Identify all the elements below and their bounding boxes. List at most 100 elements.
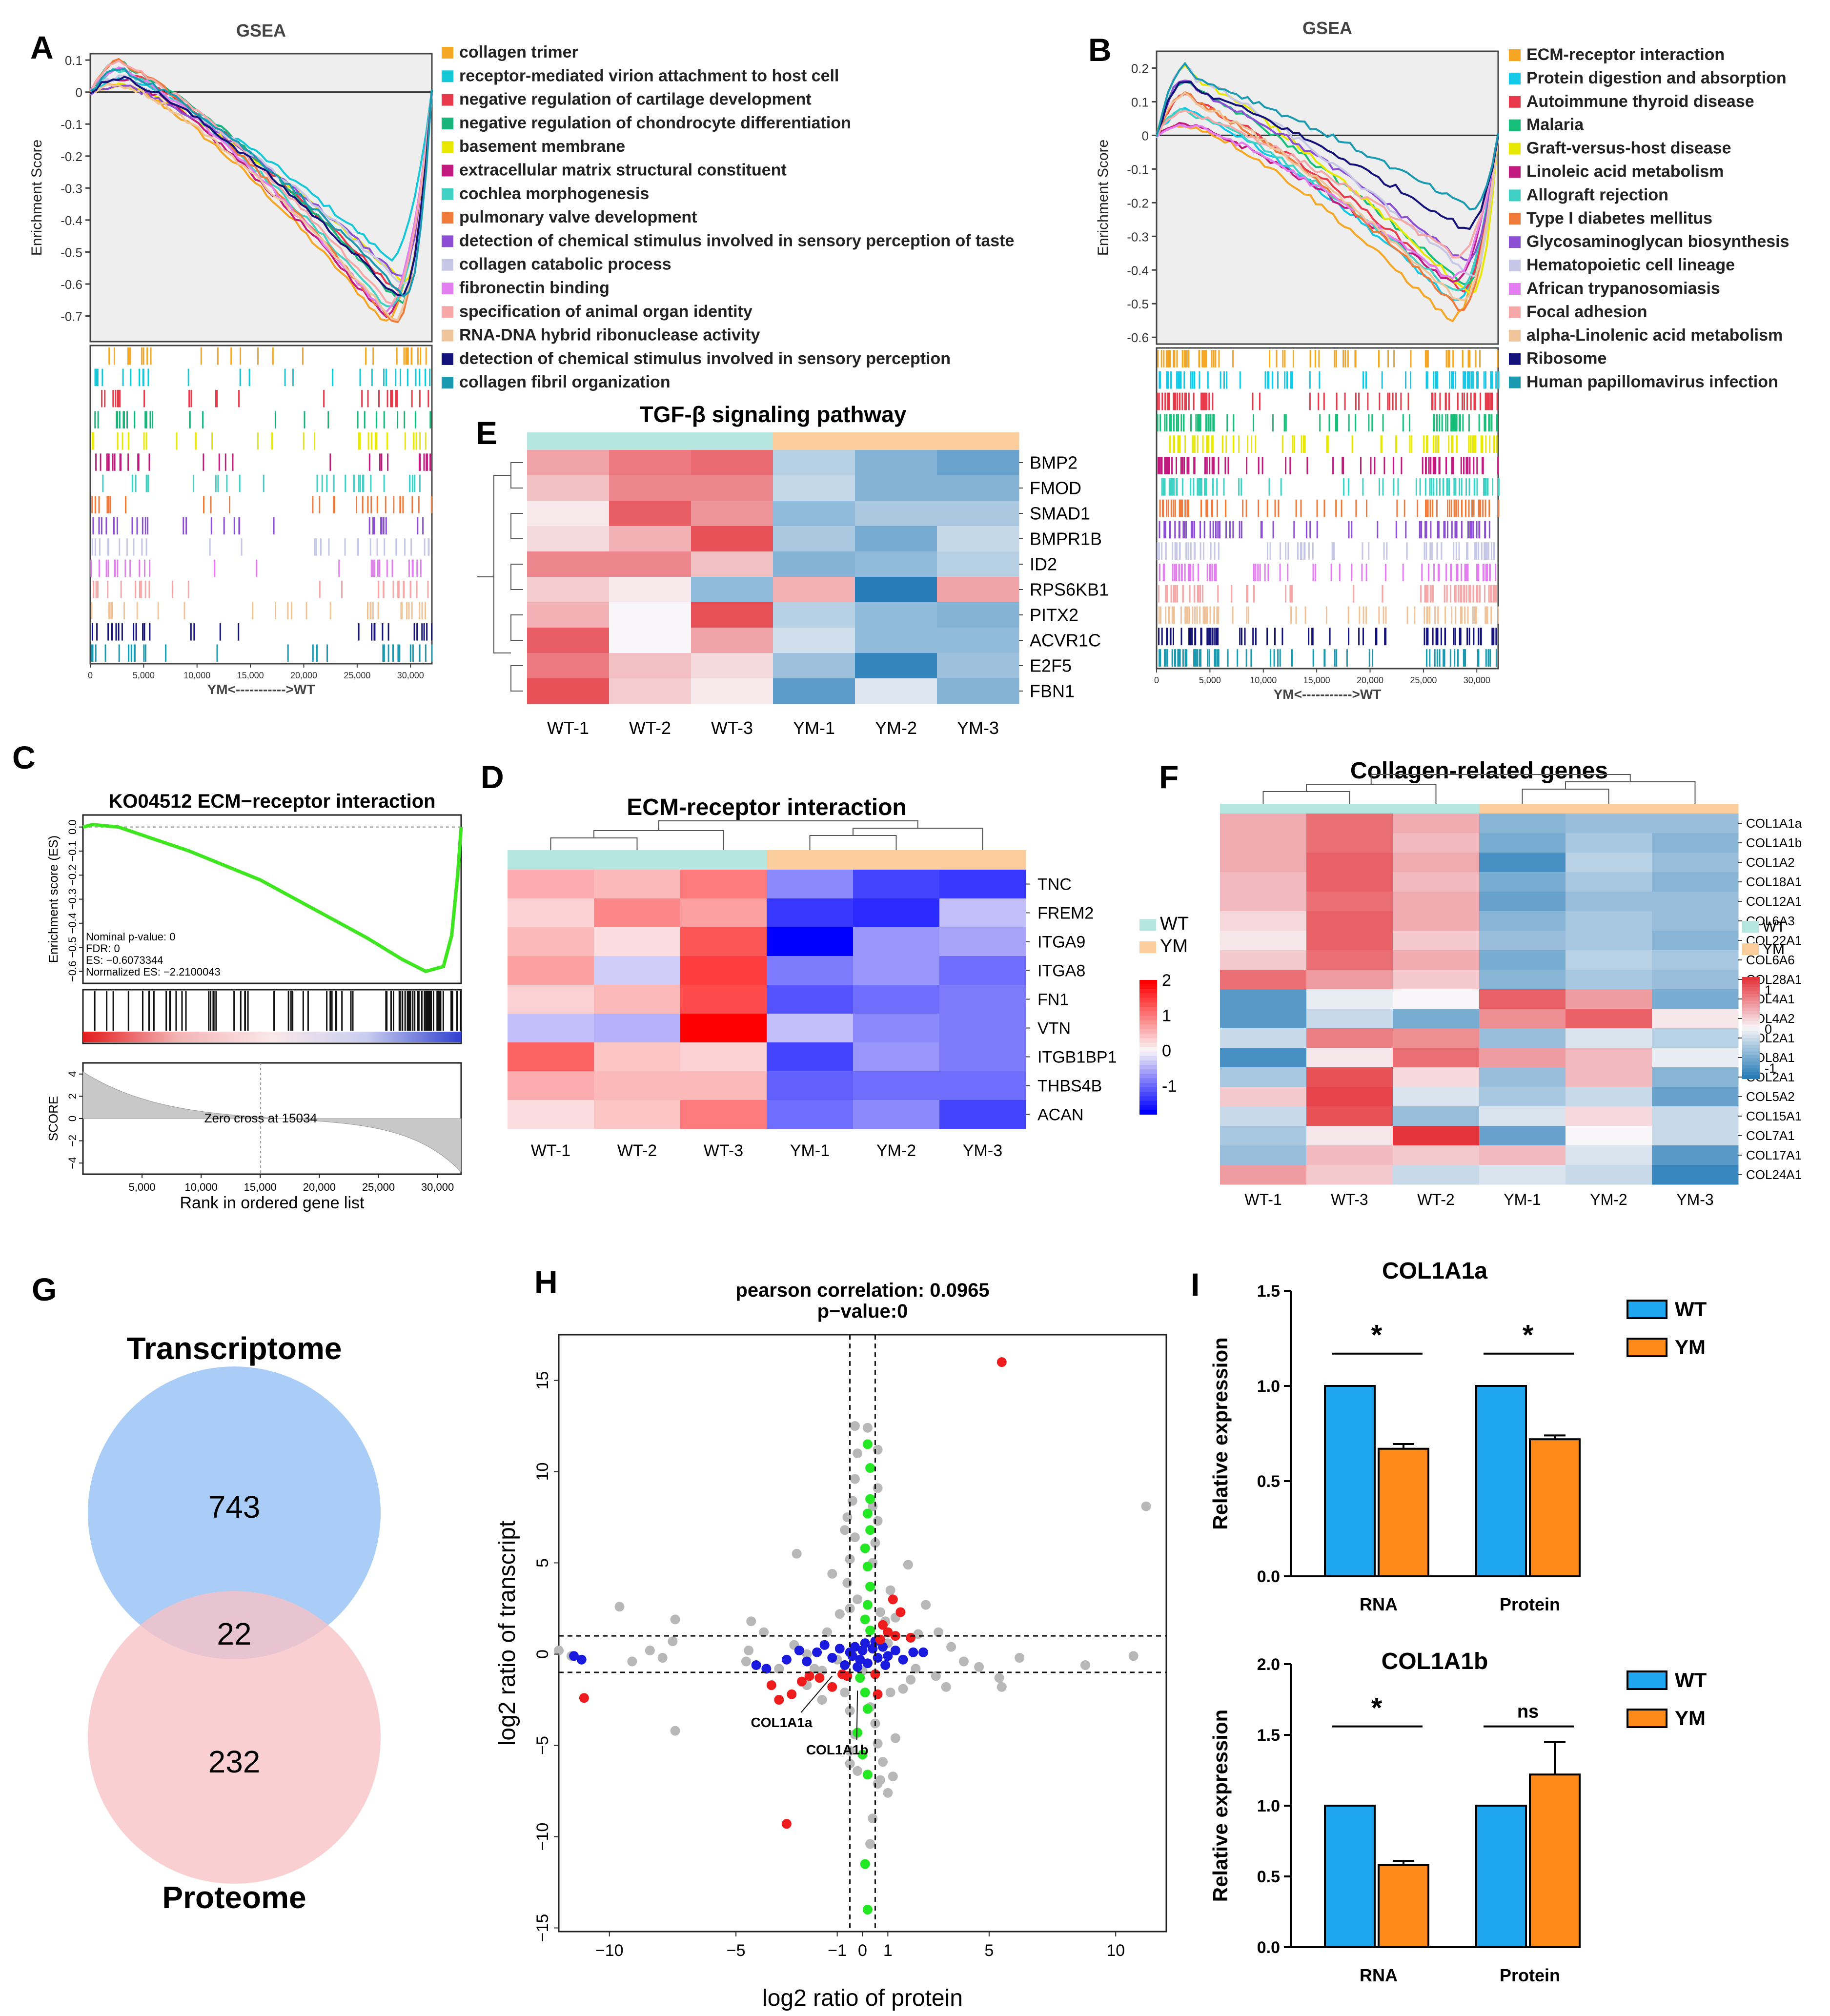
hit-line bbox=[1214, 542, 1216, 560]
hit-line bbox=[1232, 435, 1234, 453]
hit-line bbox=[1467, 371, 1469, 389]
scatter-point-grey bbox=[1015, 1653, 1025, 1663]
hit-line bbox=[1460, 457, 1462, 474]
hit-line bbox=[1226, 371, 1228, 389]
hit-line bbox=[372, 347, 374, 365]
hit-line bbox=[187, 581, 189, 598]
hit-line bbox=[1493, 628, 1495, 646]
heatmap-cell bbox=[939, 927, 1026, 957]
legend-label-4: Malaria bbox=[1526, 116, 1584, 134]
hit-line bbox=[238, 517, 240, 535]
hit-line bbox=[386, 389, 388, 407]
colorbar-step bbox=[1742, 1048, 1760, 1052]
hit-line bbox=[405, 347, 407, 365]
hit-line bbox=[1468, 499, 1470, 517]
hit-line bbox=[1438, 564, 1440, 581]
hit-line bbox=[1474, 542, 1476, 560]
hit-line bbox=[1205, 499, 1207, 517]
hit-line bbox=[149, 623, 151, 641]
heatmap-cell bbox=[1479, 1126, 1566, 1146]
hit-line bbox=[397, 644, 399, 662]
hit-line bbox=[1297, 542, 1299, 560]
hit-line bbox=[1368, 542, 1370, 560]
hit-line bbox=[1295, 499, 1297, 517]
hit-line bbox=[1484, 606, 1486, 624]
hit-line bbox=[427, 389, 429, 407]
panel-letter-d: D bbox=[481, 759, 504, 795]
x-tick-label: 0 bbox=[858, 1941, 867, 1960]
hit-line bbox=[190, 389, 192, 407]
hit-line bbox=[1201, 392, 1203, 410]
hit-line bbox=[139, 559, 141, 577]
hit-line bbox=[419, 432, 421, 450]
es-curve-7 bbox=[89, 67, 433, 308]
hit-line bbox=[1169, 414, 1171, 432]
x-tick-label: 5,000 bbox=[1199, 675, 1221, 685]
hit-line bbox=[1201, 350, 1203, 367]
x-tick-label: 15,000 bbox=[244, 1181, 277, 1193]
bar-wt bbox=[1324, 1385, 1376, 1577]
hit-line bbox=[1497, 606, 1499, 624]
hit-line bbox=[1482, 435, 1483, 453]
colorbar-step bbox=[1139, 1087, 1157, 1093]
plot-title: KO04512 ECM−receptor interaction bbox=[108, 791, 435, 812]
heatmap-cell bbox=[1566, 1145, 1652, 1165]
hit-line bbox=[1425, 542, 1427, 560]
hit-line bbox=[1384, 628, 1386, 646]
hit-line bbox=[302, 347, 304, 365]
hit-line bbox=[359, 368, 361, 386]
hit-line bbox=[372, 602, 374, 620]
heatmap-cell bbox=[1566, 989, 1652, 1009]
heatmap-cell bbox=[680, 1014, 767, 1043]
hit-line bbox=[1426, 628, 1428, 646]
annotation-leader bbox=[800, 1675, 833, 1713]
hit-line bbox=[1194, 542, 1196, 560]
score-axis-label: SCORE bbox=[46, 1096, 61, 1141]
hit-line bbox=[142, 368, 144, 386]
hit-line bbox=[1211, 435, 1213, 453]
hit-line bbox=[1173, 392, 1175, 410]
hit-line bbox=[189, 411, 191, 428]
hit-line bbox=[382, 644, 384, 662]
heatmap-cell bbox=[680, 1042, 767, 1072]
scatter-point-blue bbox=[819, 1640, 830, 1650]
colorbar-step bbox=[1742, 990, 1760, 995]
y-tick-label: -0.6 bbox=[1127, 330, 1149, 345]
legend-label-ym: YM bbox=[1675, 1707, 1706, 1730]
heatmap-cell bbox=[1306, 950, 1393, 970]
es-curve-11 bbox=[1156, 123, 1499, 279]
hit-line bbox=[1312, 542, 1314, 560]
hit-line bbox=[407, 347, 409, 365]
hit-line bbox=[406, 347, 408, 365]
hit-line bbox=[333, 496, 335, 513]
hit-line bbox=[1429, 478, 1431, 496]
heatmap-cell bbox=[1652, 931, 1739, 951]
legend-label-6: Linoleic acid metabolism bbox=[1526, 163, 1724, 181]
hit-line bbox=[1199, 371, 1200, 389]
heatmap-cell bbox=[939, 1100, 1026, 1129]
hit-line bbox=[1205, 606, 1207, 624]
scatter-point-red bbox=[797, 1676, 807, 1687]
hit-line bbox=[417, 347, 419, 365]
hit-line bbox=[1445, 564, 1447, 581]
hit-line bbox=[303, 432, 305, 450]
hit-line bbox=[240, 347, 241, 365]
annotation-cell bbox=[594, 850, 681, 870]
legend-swatch bbox=[442, 283, 453, 294]
colorbar-step bbox=[1742, 1004, 1760, 1008]
heatmap-cell bbox=[609, 551, 691, 577]
hit-line bbox=[1159, 499, 1161, 517]
hit-line bbox=[1192, 564, 1194, 581]
x-tick-label: 25,000 bbox=[1410, 675, 1437, 685]
hit-line bbox=[1351, 521, 1353, 539]
row-label: FN1 bbox=[1037, 990, 1069, 1009]
x-axis-label: YM<----------->WT bbox=[207, 682, 315, 697]
hit-line bbox=[1212, 435, 1214, 453]
hit-line bbox=[157, 602, 159, 620]
hit-line bbox=[188, 389, 190, 407]
hit-line bbox=[1488, 392, 1490, 410]
scatter-point-grey bbox=[1128, 1651, 1139, 1661]
hit-line bbox=[1465, 585, 1467, 603]
hit-line bbox=[1188, 457, 1190, 474]
heatmap-cell bbox=[853, 1014, 940, 1043]
